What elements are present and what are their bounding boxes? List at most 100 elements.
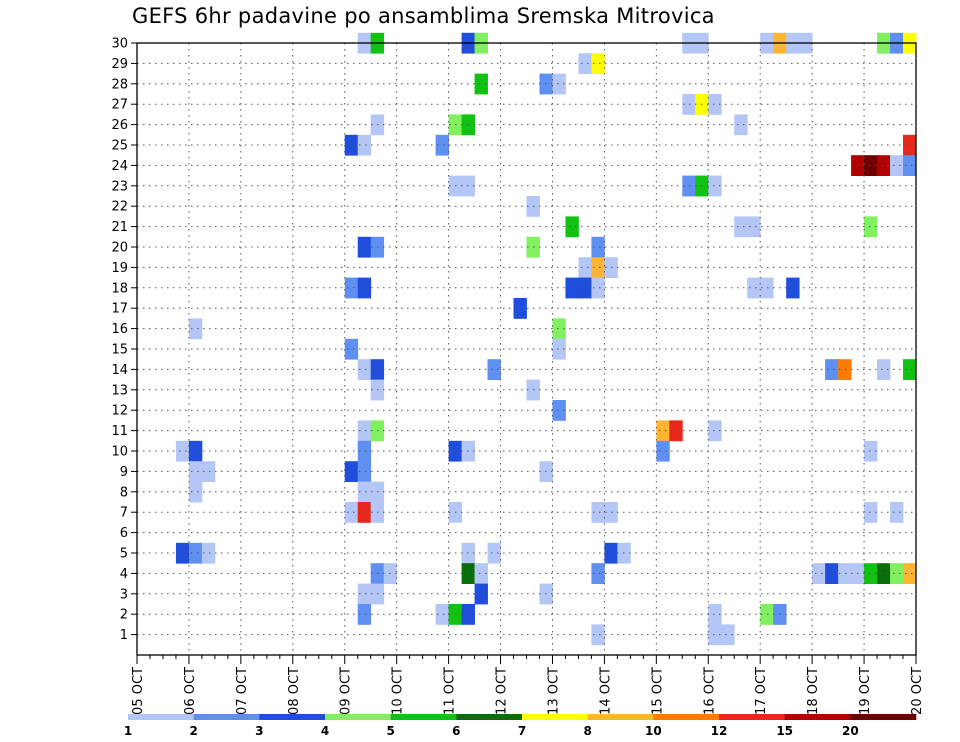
heatmap-cell [825, 359, 839, 380]
y-tick-label: 16 [111, 322, 128, 337]
x-tick-label: 15 OCT [650, 667, 665, 715]
y-tick-label: 23 [111, 179, 128, 194]
colorbar: 1 2 3 4 5 6 7 8 10 12 15 20 [124, 714, 917, 738]
heatmap-cell [591, 277, 605, 299]
colorbar-swatch [325, 714, 391, 720]
colorbar-label: 10 [645, 724, 662, 738]
y-tick-label: 15 [111, 343, 128, 358]
colorbar-label: 12 [711, 724, 728, 738]
x-tick-label: 12 OCT [495, 667, 510, 715]
y-tick-label: 30 [111, 37, 128, 52]
x-tick-label: 19 OCT [858, 667, 873, 715]
heatmap-cell [578, 53, 592, 74]
x-tick-label: 17 OCT [754, 667, 769, 715]
heatmap-cell [708, 624, 722, 646]
heatmap-cell [591, 257, 605, 278]
heatmap-cell [903, 563, 917, 584]
heatmap-cell [357, 420, 372, 442]
y-tick-label: 14 [111, 363, 128, 378]
heatmap-cell [357, 134, 372, 156]
heatmap-cell [357, 236, 372, 258]
chart-title: GEFS 6hr padavine po ansamblima Sremska … [132, 4, 715, 28]
colorbar-swatch [653, 714, 720, 720]
y-tick-label: 9 [120, 465, 128, 480]
heatmap-cell [344, 461, 359, 482]
heatmap-cell [435, 604, 449, 625]
colorbar-label: 15 [776, 724, 793, 738]
heatmap-cell [682, 175, 696, 197]
colorbar-swatch [719, 714, 785, 720]
y-tick-label: 24 [111, 159, 128, 174]
x-tick-label: 05 OCT [131, 667, 146, 715]
heatmap-cell [656, 440, 670, 462]
heatmap-cell [708, 420, 722, 442]
heatmap-cell [864, 440, 878, 462]
heatmap-cell [201, 461, 216, 482]
heatmap-cell [890, 563, 904, 584]
y-tick-label: 2 [120, 608, 128, 623]
heatmap-cell [591, 563, 605, 584]
x-tick-label: 09 OCT [339, 667, 354, 715]
colorbar-label: 2 [189, 724, 197, 738]
colorbar-swatch [390, 714, 457, 720]
y-tick-label: 27 [111, 98, 128, 113]
heatmap-cell [357, 604, 372, 625]
x-tick-label: 06 OCT [183, 667, 198, 715]
heatmap-cell [890, 155, 904, 176]
colorbar-swatch [587, 714, 654, 720]
heatmap-cell [357, 277, 372, 299]
heatmap-cell [357, 502, 372, 523]
heatmap-cell [721, 624, 735, 646]
heatmap-cell [357, 461, 372, 482]
heatmap-cell [747, 216, 761, 238]
x-tick-label: 18 OCT [806, 667, 821, 715]
heatmap-cell [474, 563, 488, 584]
y-tick-label: 21 [111, 220, 128, 235]
x-tick-label: 13 OCT [546, 667, 561, 715]
heatmap-cell [864, 216, 878, 238]
heatmap-cell [877, 359, 891, 380]
heatmap-cell [565, 216, 579, 238]
colorbar-label: 4 [321, 724, 329, 738]
y-tick-label: 12 [111, 404, 128, 419]
x-tick-label: 10 OCT [391, 667, 406, 715]
heatmap-cell [864, 502, 878, 523]
heatmap-cell [591, 502, 605, 523]
x-tick-label: 08 OCT [287, 667, 302, 715]
heatmap-cell [864, 563, 878, 584]
heatmap-cell [344, 502, 359, 523]
y-tick-label: 4 [120, 567, 128, 582]
heatmap-cell [188, 542, 203, 564]
heatmap-cell [591, 624, 605, 646]
heatmap-cell [903, 359, 917, 380]
y-tick-label: 6 [120, 526, 128, 541]
heatmap-cell [760, 277, 774, 299]
heatmap-cell [877, 155, 891, 176]
y-tick-label: 26 [111, 118, 128, 133]
y-tick-label: 5 [120, 547, 128, 562]
heatmap-cell [786, 277, 800, 299]
colorbar-swatch [128, 714, 194, 720]
heatmap-cell [682, 94, 696, 115]
heatmap-cell [591, 53, 605, 74]
y-tick-label: 19 [111, 261, 128, 276]
colorbar-label: 1 [124, 724, 132, 738]
heatmap-cell [175, 542, 190, 564]
heatmap-cell [903, 134, 917, 156]
heatmap-cell [734, 216, 748, 238]
y-tick-label: 7 [120, 506, 128, 521]
y-tick-label: 20 [111, 241, 128, 256]
y-tick-label: 8 [120, 485, 128, 500]
y-tick-label: 17 [111, 302, 128, 317]
heatmap-cell [825, 563, 839, 584]
colorbar-label: 3 [255, 724, 263, 738]
y-tick-label: 13 [111, 383, 128, 398]
colorbar-swatch [850, 714, 917, 720]
heatmap-cell [552, 400, 566, 421]
y-tick-label: 1 [120, 628, 128, 643]
colorbar-swatch [522, 714, 588, 720]
heatmap-cell [552, 318, 566, 340]
y-tick-label: 25 [111, 139, 128, 154]
heatmap-cell [188, 461, 203, 482]
